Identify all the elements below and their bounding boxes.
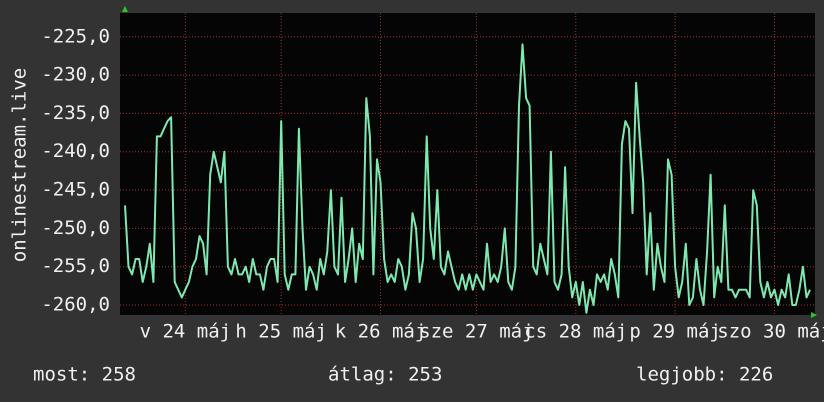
y-tick-label: -245,0	[41, 179, 110, 201]
y-tick-label: -225,0	[41, 25, 110, 47]
data-line	[124, 43, 811, 314]
y-tick-label: -255,0	[41, 255, 110, 277]
x-tick-label: v 24 máj	[140, 321, 232, 343]
axis-arrow	[811, 312, 817, 318]
x-tick-label: cs 28 máj	[524, 321, 627, 343]
footer-current: most: 258	[33, 364, 136, 386]
y-tick-label: -230,0	[41, 64, 110, 86]
footer-average: átlag: 253	[328, 364, 442, 386]
x-tick-label: szo 30 máj	[717, 321, 824, 343]
x-tick-label: k 26 máj	[335, 321, 427, 343]
y-tick-label: -240,0	[41, 140, 110, 162]
x-tick-label: h 25 máj	[235, 321, 327, 343]
y-tick-label: -260,0	[41, 294, 110, 316]
axis-arrow	[122, 6, 128, 12]
x-tick-label: sze 27 máj	[419, 321, 533, 343]
y-tick-label: -250,0	[41, 217, 110, 239]
y-axis-label: onlinestream.live	[9, 68, 31, 262]
y-tick-label: -235,0	[41, 102, 110, 124]
footer-best: legjobb: 226	[636, 364, 773, 386]
x-tick-label: p 29 máj	[629, 321, 721, 343]
